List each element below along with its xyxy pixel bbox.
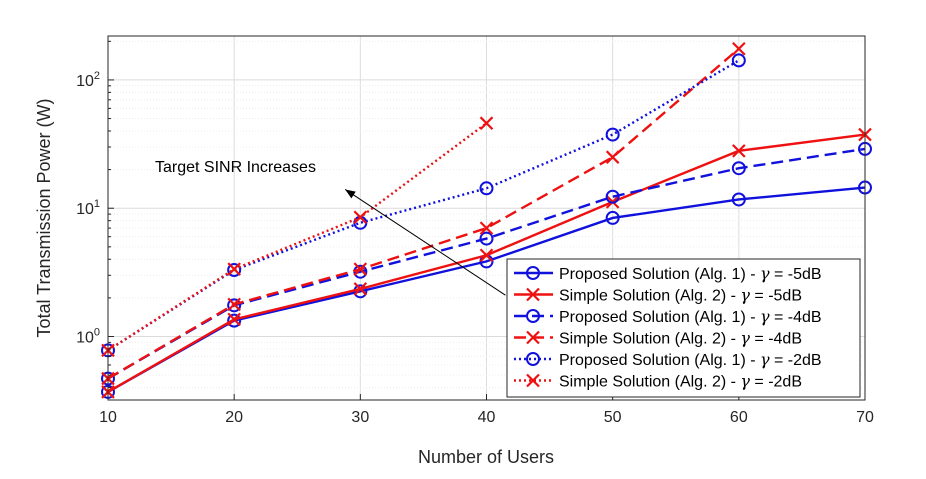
circle-marker — [605, 210, 620, 225]
x-tick-label: 60 — [730, 409, 748, 426]
circle-marker — [526, 352, 540, 366]
legend-label: Simple Solution (Alg. 2) - γ = -5dB — [559, 286, 802, 305]
x-tick-label: 40 — [478, 409, 496, 426]
circle-marker — [526, 266, 540, 280]
x-marker — [479, 221, 494, 235]
series-4 — [101, 41, 746, 386]
y-axis-title: Total Transmission Power (W) — [34, 98, 54, 337]
circle-marker — [479, 231, 494, 246]
legend-label: Simple Solution (Alg. 2) - γ = -2dB — [559, 372, 802, 391]
circle-marker — [605, 127, 620, 142]
x-marker — [526, 287, 540, 302]
x-tick-label: 30 — [351, 409, 369, 426]
legend-entry: Proposed Solution (Alg. 1) - γ = -5dB — [514, 264, 822, 283]
x-marker — [227, 297, 241, 312]
legend-label: Simple Solution (Alg. 2) - γ = -4dB — [559, 329, 802, 348]
x-marker — [605, 150, 620, 164]
x-marker — [526, 330, 540, 345]
x-tick-label: 20 — [225, 409, 243, 426]
ticks: 10 20 30 40 50 60 70 100 101 102 — [76, 40, 874, 426]
series-line — [107, 47, 740, 380]
annotation-arrow-head — [345, 189, 356, 199]
x-marker — [526, 373, 540, 388]
legend-label: Proposed Solution (Alg. 1) - γ = -2dB — [559, 350, 822, 369]
legend-label: Proposed Solution (Alg. 1) - γ = -4dB — [559, 307, 822, 326]
legend-entry: Simple Solution (Alg. 2) - γ = -5dB — [514, 286, 802, 305]
x-marker — [732, 144, 746, 158]
circle-marker — [227, 313, 242, 328]
annotation: Target SINR Increases — [155, 159, 506, 296]
legend-label: Proposed Solution (Alg. 1) - γ = -5dB — [559, 264, 822, 283]
legend-box — [506, 258, 861, 398]
circle-marker — [731, 53, 746, 68]
x-marker — [353, 282, 368, 296]
series-line — [107, 59, 740, 352]
y-tick-label: 101 — [76, 198, 100, 218]
legend-entry: Simple Solution (Alg. 2) - γ = -4dB — [514, 329, 802, 348]
series-group — [101, 41, 872, 399]
circle-marker — [526, 309, 540, 323]
y-tick-label: 100 — [76, 327, 100, 347]
annotation-arrow-line — [344, 189, 506, 296]
circle-marker — [479, 181, 494, 196]
x-tick-label: 50 — [604, 409, 622, 426]
legend-entry: Simple Solution (Alg. 2) - γ = -2dB — [514, 372, 802, 391]
x-marker — [353, 262, 368, 276]
x-marker — [353, 210, 368, 225]
circle-marker — [227, 262, 242, 277]
x-marker — [227, 312, 241, 327]
circle-marker — [731, 192, 746, 207]
legend-entry: Proposed Solution (Alg. 1) - γ = -4dB — [514, 307, 822, 326]
x-axis-title: Number of Users — [418, 447, 554, 467]
legend: Proposed Solution (Alg. 1) - γ = -5dB Sim… — [506, 258, 861, 398]
x-marker — [227, 262, 241, 276]
y-tick-label: 102 — [76, 70, 100, 90]
circle-marker — [731, 161, 746, 176]
x-marker — [732, 41, 746, 56]
x-tick-label: 70 — [856, 409, 874, 426]
x-tick-label: 10 — [99, 409, 117, 426]
circle-marker — [227, 298, 242, 313]
series-line — [107, 122, 488, 352]
circle-marker — [605, 189, 620, 204]
series-2 — [101, 127, 872, 399]
legend-entry: Proposed Solution (Alg. 1) - γ = -2dB — [514, 350, 822, 369]
annotation-text: Target SINR Increases — [155, 159, 316, 176]
x-marker — [479, 248, 494, 263]
x-marker — [479, 116, 494, 130]
